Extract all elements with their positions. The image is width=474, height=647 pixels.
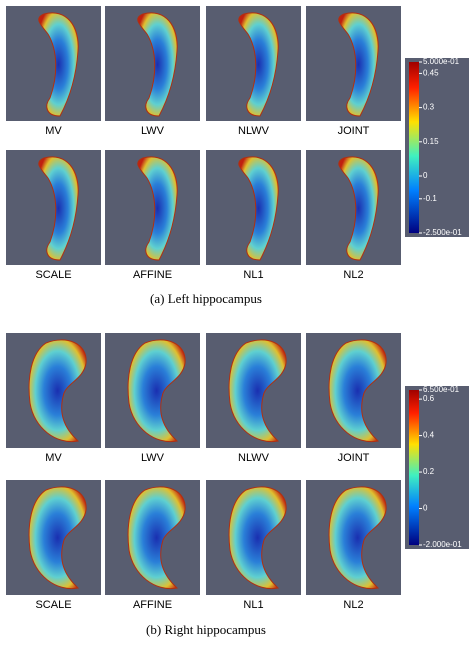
colorbar-tick-label: 0 (423, 171, 428, 180)
method-label: AFFINE (133, 269, 172, 281)
colorbar-tick-label: -0.1 (423, 194, 437, 203)
colorbar-tick-label: -2.500e-01 (423, 228, 462, 237)
colorbar-tick-label: 0 (423, 504, 428, 513)
method-label: NL2 (343, 599, 363, 611)
method-label: LWV (141, 125, 165, 137)
method-label: MV (45, 125, 62, 137)
colorbar-tick-label: 0.4 (423, 431, 435, 440)
method-label: NL2 (343, 269, 363, 281)
colorbar-tick-label: 5.000e-01 (423, 57, 460, 66)
method-label: NL1 (243, 599, 263, 611)
colorbar-tick-label: 0.2 (423, 467, 435, 476)
method-label: SCALE (35, 269, 71, 281)
caption: (b) Right hippocampus (146, 622, 266, 637)
colorbar-tick-label: 0.6 (423, 394, 435, 403)
method-label: SCALE (35, 599, 71, 611)
colorbar (409, 62, 419, 233)
method-label: JOINT (338, 125, 370, 137)
method-label: NL1 (243, 269, 263, 281)
colorbar (409, 390, 419, 545)
method-label: NLWV (238, 125, 270, 137)
colorbar-tick-label: 0.15 (423, 137, 439, 146)
colorbar-tick-label: -2.000e-01 (423, 540, 462, 549)
colorbar-tick-label: 0.45 (423, 69, 439, 78)
caption: (a) Left hippocampus (150, 291, 262, 306)
colorbar-tick-label: 6.500e-01 (423, 385, 460, 394)
method-label: NLWV (238, 452, 270, 464)
method-label: JOINT (338, 452, 370, 464)
colorbar-tick-label: 0.3 (423, 103, 435, 112)
method-label: AFFINE (133, 599, 172, 611)
method-label: MV (45, 452, 62, 464)
method-label: LWV (141, 452, 165, 464)
